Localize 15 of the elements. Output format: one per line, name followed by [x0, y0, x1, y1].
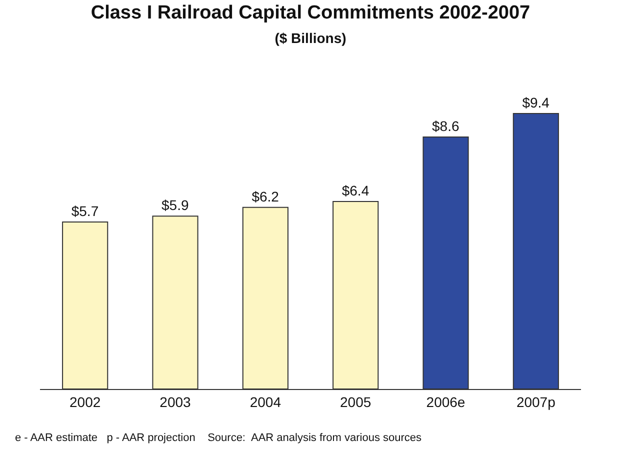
data-label: $8.6	[432, 118, 460, 134]
x-tick-label: 2007p	[516, 394, 556, 410]
data-label: $5.7	[71, 202, 99, 219]
text: e - AAR estimate p - AAR projection Source: AAR analysis from various sources	[15, 432, 422, 444]
chart-title: Class I Railroad Capital Commitments 2002-2007	[90, 2, 530, 24]
data-label: $6.2	[252, 188, 280, 204]
x-tick-label: 2004	[250, 394, 282, 410]
x-tick-label: 2002	[70, 394, 101, 410]
chart-subtitle: ($ Billions)	[274, 30, 346, 46]
x-tick-label: 2003	[160, 394, 192, 410]
x-tick-label: 2005	[340, 394, 372, 410]
data-label: $9.4	[522, 94, 550, 111]
data-label: $6.4	[342, 182, 370, 198]
data-label: $5.9	[162, 197, 189, 214]
x-tick-label: 2006e	[426, 394, 466, 410]
